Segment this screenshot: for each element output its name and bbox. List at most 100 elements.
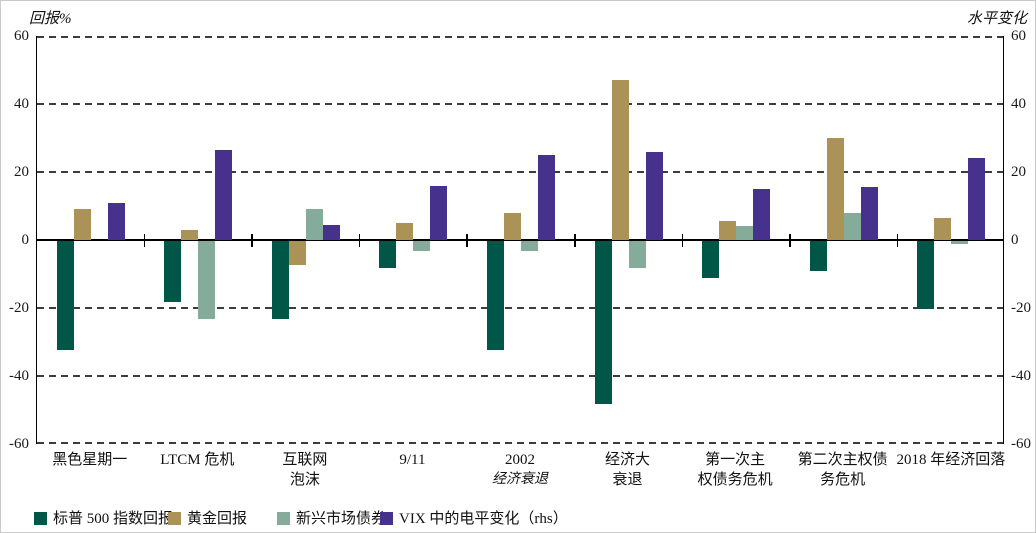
bar-series3-cat8	[968, 158, 986, 240]
legend-swatch-icon	[168, 512, 181, 525]
category-label-1: LTCM 危机	[144, 450, 252, 470]
bar-series0-cat3	[379, 240, 397, 268]
left-axis-tick-60: 60	[14, 28, 29, 44]
left-axis-tick--20: -20	[9, 300, 29, 316]
right-axis-tick--20: -20	[1011, 300, 1031, 316]
category-label-line: 经济大	[605, 452, 651, 468]
bar-series0-cat2	[271, 240, 289, 319]
category-label-line: 衰退	[612, 472, 643, 488]
bar-series1-cat0	[73, 209, 91, 240]
bar-series1-cat7	[826, 138, 844, 240]
category-boundary-tick	[466, 233, 468, 247]
legend-label: 新兴市场债券	[296, 511, 387, 527]
category-boundary-tick	[681, 233, 684, 247]
left-axis-tick--40: -40	[9, 368, 29, 384]
category-label-line: 9/11	[399, 452, 426, 468]
gridline--60	[37, 442, 1003, 444]
right-axis-tick-0: 0	[1011, 232, 1019, 248]
gridline--40	[37, 375, 1003, 377]
category-label-3: 9/11	[359, 450, 467, 470]
bar-series1-cat5	[611, 80, 629, 240]
category-label-line: LTCM 危机	[160, 452, 235, 468]
bar-series2-cat5	[628, 240, 646, 268]
left-axis-tick-0: 0	[21, 232, 30, 248]
left-axis-tick--60: -60	[9, 436, 29, 452]
bar-series1-cat4	[504, 212, 521, 240]
right-axis-tick-20: 20	[1011, 164, 1026, 180]
bar-series3-cat7	[860, 187, 878, 240]
zero-axis-line	[37, 239, 1003, 241]
legend-label: 标普 500 指数回报	[53, 511, 174, 527]
category-boundary-tick	[574, 233, 576, 247]
bar-series1-cat8	[934, 217, 952, 240]
category-label-line: 2002	[504, 452, 535, 468]
category-boundary-tick	[358, 233, 361, 247]
category-label-7: 第二次主权债 务危机	[789, 450, 897, 490]
category-boundary-tick	[789, 233, 791, 247]
bar-series3-cat2	[322, 224, 340, 240]
bar-series0-cat5	[594, 240, 612, 404]
bar-series2-cat8	[951, 240, 969, 245]
category-label-line: 经济衰退	[491, 472, 548, 487]
gridline-20	[37, 171, 1003, 173]
bar-series1-cat6	[719, 221, 737, 240]
bar-series3-cat1	[215, 149, 233, 240]
bar-series2-cat7	[843, 212, 861, 240]
category-label-line: 务危机	[820, 472, 866, 488]
bar-series1-cat2	[288, 240, 306, 265]
right-axis-tick-60: 60	[1011, 28, 1026, 44]
left-axis-tick-40: 40	[14, 96, 29, 112]
category-label-line: 第一次主	[705, 452, 766, 468]
bar-series2-cat4	[521, 240, 538, 251]
left-axis-title: 回报%	[29, 11, 72, 27]
category-boundary-tick	[143, 233, 146, 247]
bar-series1-cat1	[181, 229, 199, 240]
chart-legend: 标普 500 指数回报 黄金回报 新兴市场债券 VIX 中的电平变化（rhs）	[1, 509, 1035, 531]
left-axis-tick-20: 20	[14, 164, 29, 180]
bar-series0-cat0	[56, 240, 74, 350]
bar-series2-cat3	[413, 240, 431, 251]
gridline--20	[37, 307, 1003, 309]
category-label-8: 2018 年经济回落	[896, 450, 1006, 470]
category-axis-labels: 黑色星期一 LTCM 危机 互联网 泡沫 9/11 2002 经济衰退 经济大 衰退 第一次主 权债…	[36, 450, 1006, 494]
category-label-0: 黑色星期一	[36, 450, 144, 470]
category-label-2: 互联网 泡沫	[251, 450, 359, 490]
legend-swatch-icon	[34, 512, 47, 525]
legend-label: VIX 中的电平变化（rhs）	[399, 511, 568, 527]
bar-series3-cat6	[753, 189, 771, 240]
right-axis-tick--60: -60	[1011, 436, 1031, 452]
bar-series0-cat7	[809, 240, 827, 272]
bar-series3-cat0	[107, 202, 125, 240]
category-label-line: 第二次主权债	[797, 452, 888, 468]
category-label-5: 经济大 衰退	[574, 450, 682, 490]
right-axis-tick--40: -40	[1011, 368, 1031, 384]
bar-series0-cat6	[702, 240, 720, 279]
category-label-line: 2018 年经济回落	[896, 452, 1006, 468]
bar-series3-cat4	[538, 155, 555, 240]
bar-series0-cat8	[917, 240, 935, 309]
category-label-line: 互联网	[282, 452, 328, 468]
bar-series1-cat3	[396, 223, 414, 240]
bar-series0-cat4	[487, 240, 504, 350]
bar-series2-cat2	[305, 209, 323, 240]
bar-series3-cat5	[645, 151, 663, 240]
bar-series0-cat1	[164, 240, 182, 302]
legend-swatch-icon	[277, 512, 290, 525]
category-label-6: 第一次主 权债务危机	[681, 450, 789, 490]
bar-series3-cat3	[430, 185, 448, 240]
category-label-4: 2002 经济衰退	[466, 450, 574, 490]
category-label-line: 权债务危机	[697, 472, 773, 488]
category-boundary-tick	[896, 233, 899, 247]
gridline-40	[37, 103, 1003, 105]
category-label-line: 黑色星期一	[52, 452, 128, 468]
legend-swatch-icon	[380, 512, 393, 525]
legend-label: 黄金回报	[187, 511, 248, 527]
gridline-60	[37, 36, 1003, 38]
bar-series2-cat6	[736, 226, 754, 240]
plot-area	[36, 36, 1004, 444]
right-axis-title: 水平变化	[966, 11, 1027, 27]
bar-series2-cat1	[198, 240, 216, 319]
right-axis-tick-40: 40	[1011, 96, 1026, 112]
category-boundary-tick	[251, 233, 253, 247]
